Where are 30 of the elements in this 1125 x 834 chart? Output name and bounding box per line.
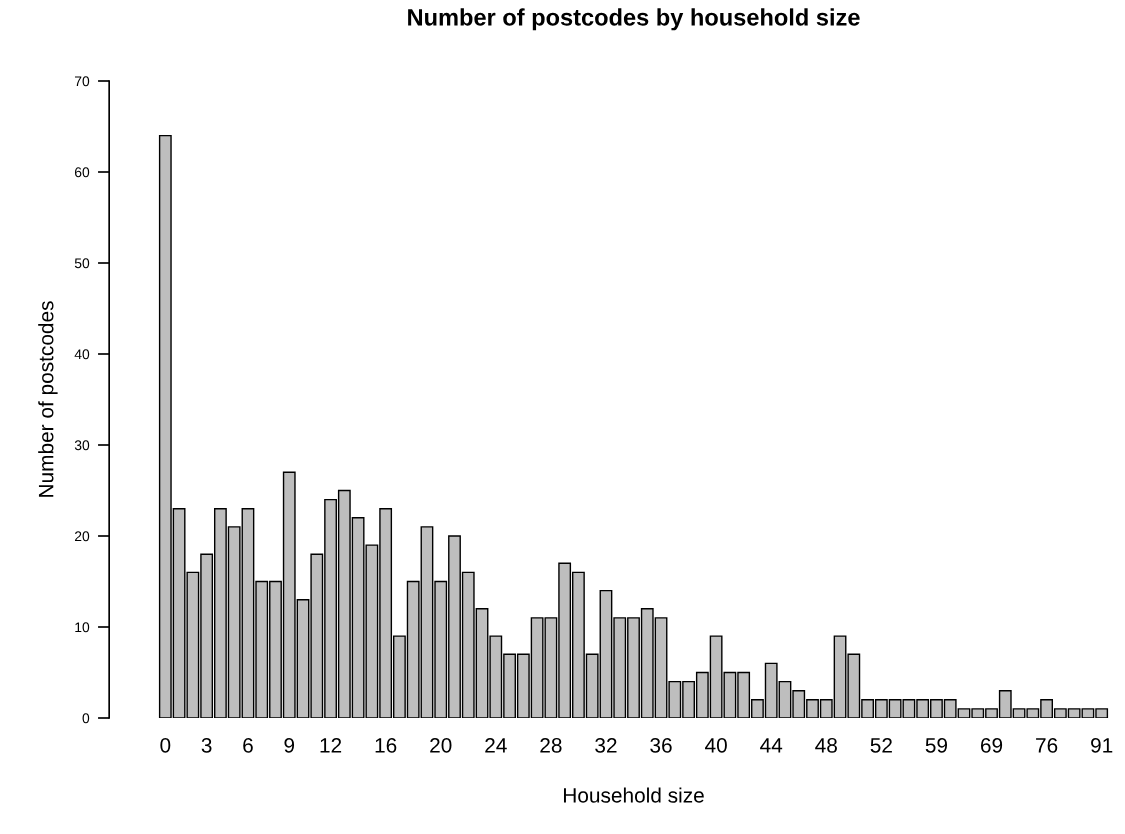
x-tick-label: 76 [1036,737,1058,753]
x-tick-label: 48 [815,737,837,753]
x-tick-label: 91 [1091,737,1113,753]
x-axis-title: Household size [563,787,704,803]
x-tick-label: 3 [201,737,212,753]
x-tick-label: 12 [320,737,342,753]
x-tick-label: 28 [540,737,562,753]
x-tick-label: 6 [243,737,253,753]
y-tick-label: 20 [74,531,90,542]
y-tick-label: 60 [74,167,90,178]
x-tick-label: 59 [925,737,948,753]
y-tick-label: 40 [74,349,90,360]
y-axis-title: Number of postcodes [38,301,58,497]
y-tick-label: 0 [82,713,90,724]
y-tick-label: 50 [74,258,90,269]
x-tick-label: 20 [430,737,452,753]
x-tick-label: 24 [485,737,507,753]
x-tick-label: 36 [650,737,672,753]
x-tick-label: 44 [760,738,783,753]
x-tick-label: 40 [705,737,727,753]
x-tick-label: 9 [284,737,295,753]
x-tick-label: 69 [980,737,1003,753]
x-tick-label: 16 [375,737,397,753]
x-tick-label: 52 [870,737,892,753]
y-tick-label: 10 [75,622,90,633]
x-tick-label: 0 [160,737,171,753]
x-tick-label: 32 [595,737,617,753]
y-tick-label: 30 [74,440,90,451]
y-tick-label: 70 [74,76,90,87]
chart-title: Number of postcodes by household size [408,8,860,31]
